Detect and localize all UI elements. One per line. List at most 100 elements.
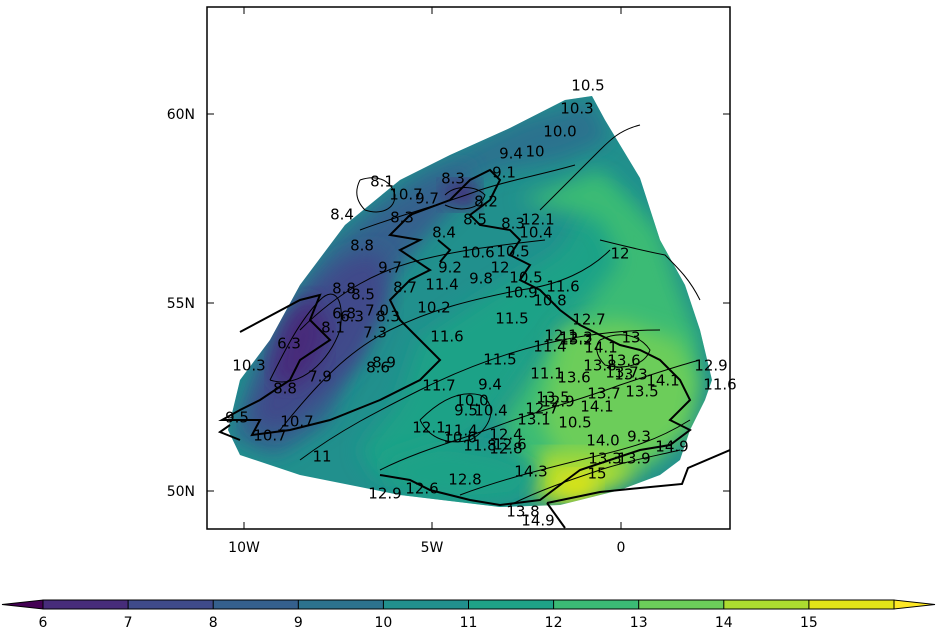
colorbar-tick-label: 12 <box>545 615 563 628</box>
isoline-label: 8.3 <box>501 215 525 233</box>
isoline-label: 15 <box>587 465 606 483</box>
isoline-label: 7.0 <box>365 302 389 320</box>
isoline-label: 9.2 <box>438 259 462 277</box>
isoline-label: 8.5 <box>463 211 487 229</box>
isoline-label: 11.6 <box>546 278 579 296</box>
colorbar-segment <box>808 600 895 609</box>
isoline-label: 12.3 <box>559 329 592 347</box>
isoline-label: 10.4 <box>474 402 507 420</box>
isoline-label: 12.6 <box>493 436 526 454</box>
isoline-label: 10.2 <box>417 299 450 317</box>
colorbar-tick-label: 14 <box>715 615 733 628</box>
isoline-label: 13.6 <box>607 352 640 370</box>
map-axes: 10.510.310.09.4 109.18.38.110.79.7 8.28.4 8… <box>206 6 737 530</box>
colorbar-tick-label: 10 <box>374 615 392 628</box>
isoline-label: 10.6 <box>461 244 494 262</box>
coastline-segment <box>217 424 241 441</box>
contour-line <box>359 164 576 231</box>
isoline-label: 10.5 <box>571 77 604 95</box>
isoline-label: 9.5 <box>225 409 249 427</box>
lon-axis: 10W 5W 0 <box>228 540 625 556</box>
isoline-label: 13.7 <box>587 385 620 403</box>
lat-tick-label: 50N <box>167 484 195 500</box>
colorbar-tick-label: 6 <box>39 615 48 628</box>
isoline-label: 12 <box>610 245 629 263</box>
isoline-label: 8.9 <box>372 354 396 372</box>
colorbar-tick-label: 8 <box>209 615 218 628</box>
isoline-label: 8.4 <box>432 224 456 242</box>
isoline-label: 10.5 <box>509 269 542 287</box>
isoline-label: 10.5 <box>558 414 591 432</box>
isoline-label: 7.3 <box>363 324 387 342</box>
isoline-label: 9.7 <box>378 259 402 277</box>
contour-line <box>419 393 492 443</box>
isoline-label: 12.1 <box>544 327 577 345</box>
isoline-label: 11.1 <box>530 365 563 383</box>
isoline-label: 12.9 <box>368 485 401 503</box>
lat-axis: 60N 55N 50N <box>167 107 195 500</box>
isoline-label: 9.4 <box>499 145 523 163</box>
isoline-label: 13.6 <box>557 369 590 387</box>
isoline-label: 9.3 <box>627 428 651 446</box>
isoline-label: 12.9 <box>541 393 574 411</box>
coastline <box>217 168 730 529</box>
isoline-label: 10.8 <box>533 292 566 310</box>
isoline-label: 14.1 <box>584 339 617 357</box>
isoline-label: 12.8 <box>489 440 522 458</box>
lat-tick-label: 55N <box>167 296 195 312</box>
isoline-label: 14.0 <box>586 432 619 450</box>
contour-line <box>379 359 701 471</box>
isoline-label: 14.1 <box>646 372 679 390</box>
isoline-label: 13.3 <box>588 450 621 468</box>
map-frame <box>206 6 731 530</box>
isoline-label: 9.8 <box>469 270 493 288</box>
isoline-label: 8.3 <box>390 209 414 227</box>
colorbar: 6 7 8 9 10 11 12 13 14 15 <box>1 599 936 628</box>
colorbar-under-arrow <box>1 599 44 610</box>
isoline-label: 11 <box>312 448 331 466</box>
isoline-label: 12.6 <box>405 480 438 498</box>
isoline-label: 14.9 <box>521 512 554 530</box>
contour-line <box>299 329 661 461</box>
coastline-segment <box>546 502 566 529</box>
field-region <box>550 470 600 500</box>
isoline-label: 13.7 <box>605 364 638 382</box>
isoline-label: 10.7 <box>253 427 286 445</box>
isoline-label: 12.9 <box>694 357 727 375</box>
colorbar-over-arrow <box>893 599 936 610</box>
colorbar-segment <box>213 600 299 609</box>
temperature-field <box>217 96 730 529</box>
isoline-label: 11.8 <box>463 437 496 455</box>
isoline-label: 11.4 <box>444 422 477 440</box>
isoline-label: 9.7 <box>415 190 439 208</box>
isoline-label: 12.8 <box>448 471 481 489</box>
isoline-label: 14.1 <box>580 398 613 416</box>
lon-tick-label: 10W <box>228 540 260 556</box>
colorbar-tick-label: 11 <box>460 615 478 628</box>
isoline-label: 13.1 <box>517 411 550 429</box>
isoline-label: 14.3 <box>514 463 547 481</box>
coastline-segment <box>218 168 692 507</box>
lon-tick-label: 0 <box>617 540 626 556</box>
contour-line <box>269 293 342 383</box>
isoline-label: 6.8 <box>332 305 356 323</box>
colorbar-tick-label: 13 <box>630 615 648 628</box>
isoline-label: 10.3 <box>232 357 265 375</box>
isoline-label: 8.7 <box>393 279 417 297</box>
isoline-label: 13 <box>621 329 640 347</box>
isoline-label: 8.8 <box>350 237 374 255</box>
contour-line <box>356 177 396 213</box>
colorbar-segment <box>298 600 384 609</box>
isoline-label: 9.1 <box>492 164 516 182</box>
colorbar-segment <box>638 600 725 609</box>
isoline-label: 14.9 <box>655 438 688 456</box>
colorbar-segment <box>553 600 640 609</box>
isoline-label: 11.6 <box>703 376 736 394</box>
isoline-label: 11.6 <box>430 328 463 346</box>
colorbar-segment <box>128 600 214 609</box>
isoline-label: 10 <box>525 143 544 161</box>
isoline-label: 10.5 <box>496 243 529 261</box>
isoline-label: 10.3 <box>560 100 593 118</box>
lat-tick-label: 60N <box>167 107 195 123</box>
